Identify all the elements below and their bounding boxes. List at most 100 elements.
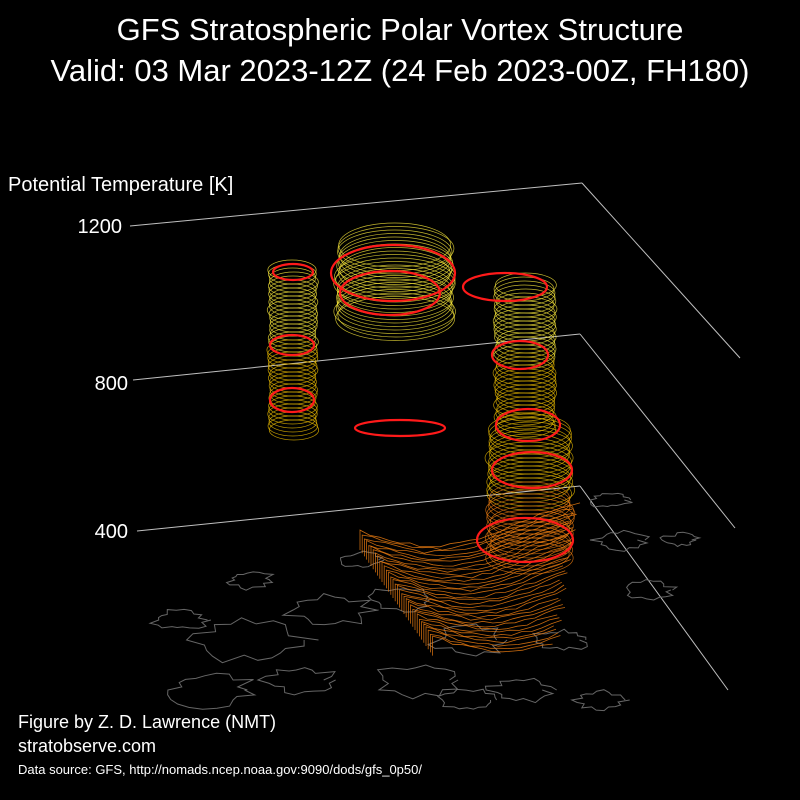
base-contour-22 bbox=[408, 598, 559, 621]
base-contour-14 bbox=[390, 559, 571, 595]
figure-credit: Figure by Z. D. Lawrence (NMT) bbox=[18, 712, 277, 732]
vortex-base-isosurface bbox=[359, 502, 581, 656]
right-column-lower bbox=[484, 413, 576, 575]
edge-ring-top bbox=[329, 243, 457, 303]
base-contour-29 bbox=[423, 623, 554, 643]
base-contour-32 bbox=[430, 633, 561, 653]
z-tick-label-400: 400 bbox=[94, 521, 128, 543]
base-contour-9 bbox=[379, 539, 570, 579]
coastline-13 bbox=[590, 492, 633, 508]
edge-ring-left-top bbox=[271, 262, 315, 282]
left-column-ring bbox=[268, 303, 319, 325]
coastline-11 bbox=[148, 608, 212, 629]
top-ring-ring bbox=[336, 268, 453, 313]
base-contour-17 bbox=[397, 572, 568, 605]
left-column-ring bbox=[269, 295, 317, 317]
coastline-0 bbox=[185, 617, 319, 664]
right-column-lower-ring bbox=[485, 541, 574, 575]
base-contour-8 bbox=[377, 535, 568, 576]
base-contour-26 bbox=[416, 613, 558, 634]
coastline-3 bbox=[167, 672, 257, 710]
base-contour-19 bbox=[401, 581, 562, 611]
base-contour-3 bbox=[366, 513, 577, 560]
top-ring-ring bbox=[336, 275, 454, 320]
coastline-16 bbox=[436, 688, 498, 710]
base-contour-28 bbox=[421, 619, 562, 640]
right-column-upper-ring bbox=[496, 396, 555, 422]
left-column-ring bbox=[266, 299, 318, 321]
website-link[interactable]: stratobserve.com bbox=[18, 736, 157, 756]
base-contour-20 bbox=[403, 584, 565, 614]
gridline-800 bbox=[132, 333, 581, 381]
top-ring-ring bbox=[339, 247, 452, 292]
left-column-ring bbox=[268, 399, 318, 421]
top-ring-ring bbox=[335, 296, 456, 341]
coastline-2 bbox=[367, 588, 430, 613]
edge-ring-top-inner bbox=[338, 269, 442, 317]
edge-ring-right-2 bbox=[494, 407, 562, 443]
left-column-ring bbox=[269, 287, 316, 309]
base-contour-24 bbox=[412, 604, 563, 627]
top-ring-ring bbox=[333, 289, 456, 334]
vortex-edge-contours bbox=[268, 243, 575, 564]
left-column-ring bbox=[268, 407, 317, 429]
coastline-9 bbox=[376, 664, 459, 700]
base-contour-2 bbox=[364, 512, 575, 557]
base-contour-18 bbox=[399, 579, 560, 608]
left-column-ring bbox=[269, 315, 318, 337]
coastline-7 bbox=[625, 579, 679, 601]
edge-ring-right-4 bbox=[475, 516, 575, 564]
base-contour-27 bbox=[419, 617, 560, 637]
base-contour-31 bbox=[427, 629, 559, 650]
axis-frame bbox=[129, 182, 741, 691]
coastline-6 bbox=[589, 529, 651, 552]
left-column-ring bbox=[267, 415, 318, 437]
right-column-lower-ring bbox=[485, 533, 573, 567]
edge-ring-right-top bbox=[461, 271, 549, 303]
coastline-14 bbox=[659, 531, 702, 548]
chart-title: GFS Stratospheric Polar Vortex Structure bbox=[116, 12, 684, 47]
base-contour-25 bbox=[414, 607, 566, 630]
gridline-400 bbox=[136, 485, 581, 532]
base-contour-10 bbox=[381, 541, 573, 582]
base-contour-33 bbox=[432, 635, 553, 656]
edge-ring-left-2 bbox=[268, 386, 316, 414]
edge-ring-left-1 bbox=[268, 333, 316, 357]
edge-ring-mid-slice bbox=[353, 418, 447, 438]
vortex-columns bbox=[266, 222, 576, 575]
left-column-ring bbox=[268, 419, 320, 441]
top-ring-ring bbox=[333, 261, 456, 306]
top-ring-ring bbox=[336, 285, 454, 331]
coastline-8 bbox=[256, 667, 336, 696]
base-contour-13 bbox=[388, 557, 569, 592]
coastline-5 bbox=[531, 628, 588, 651]
base-contour-30 bbox=[425, 626, 557, 646]
left-column-ring bbox=[268, 283, 317, 305]
base-contour-23 bbox=[410, 599, 561, 624]
top-ring-ring bbox=[336, 278, 452, 324]
left-column-ring bbox=[269, 311, 318, 333]
base-contour-15 bbox=[392, 565, 564, 598]
top-ring-ring bbox=[337, 229, 453, 275]
base-contour-6 bbox=[372, 527, 574, 570]
base-contour-5 bbox=[370, 522, 572, 566]
base-contour-1 bbox=[361, 508, 573, 554]
left-column-ring bbox=[267, 359, 319, 381]
coastline-map bbox=[148, 492, 702, 712]
back-edge-mid bbox=[579, 333, 736, 529]
z-axis-label: Potential Temperature [K] bbox=[8, 174, 234, 196]
z-tick-label-1200: 1200 bbox=[77, 216, 123, 238]
gridline-1200 bbox=[129, 182, 583, 227]
coastline-1 bbox=[281, 593, 379, 626]
edge-ring-right-3 bbox=[490, 450, 574, 490]
base-contour-16 bbox=[394, 570, 566, 602]
base-contour-21 bbox=[405, 587, 567, 618]
back-edge-top bbox=[581, 182, 741, 359]
coastline-15 bbox=[225, 571, 275, 591]
edge-ring-right-1 bbox=[490, 339, 550, 371]
left-column-ring bbox=[267, 355, 318, 377]
base-contour-7 bbox=[375, 529, 576, 573]
z-tick-label-800: 800 bbox=[94, 373, 128, 395]
coastline-4 bbox=[427, 623, 508, 657]
